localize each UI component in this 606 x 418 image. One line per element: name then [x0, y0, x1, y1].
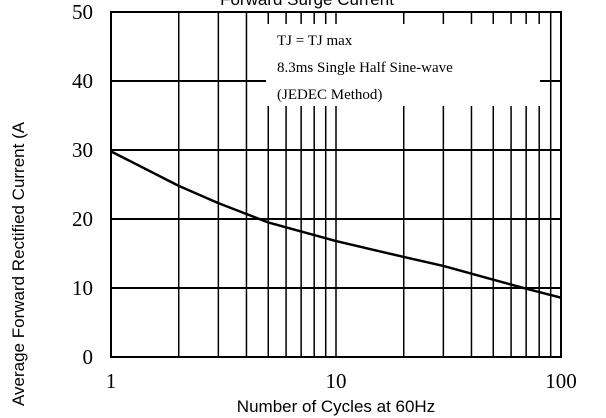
y-tick-label: 40 — [72, 69, 93, 93]
y-tick-label: 20 — [72, 207, 93, 231]
annotation-box — [266, 24, 540, 106]
x-tick-label: 10 — [326, 369, 347, 393]
line — [110, 150, 562, 299]
y-tick-label: 50 — [72, 0, 93, 24]
y-tick-label: 0 — [83, 345, 94, 369]
x-axis-label: Number of Cycles at 60Hz — [237, 397, 435, 416]
y-tick-label: 10 — [72, 276, 93, 300]
annotation: (JEDEC Method) — [277, 87, 382, 103]
annotation: TJ = TJ max — [277, 33, 353, 49]
chart-title: Forward Surge Current — [220, 0, 394, 9]
y-tick-label: 30 — [72, 138, 93, 162]
x-tick-label: 1 — [106, 369, 117, 393]
x-tick-label: 100 — [545, 369, 577, 393]
y-axis-label: Average Forward Rectified Current (A — [9, 121, 28, 406]
plot-border — [110, 11, 562, 358]
annotation: 8.3ms Single Half Sine-wave — [277, 60, 453, 76]
